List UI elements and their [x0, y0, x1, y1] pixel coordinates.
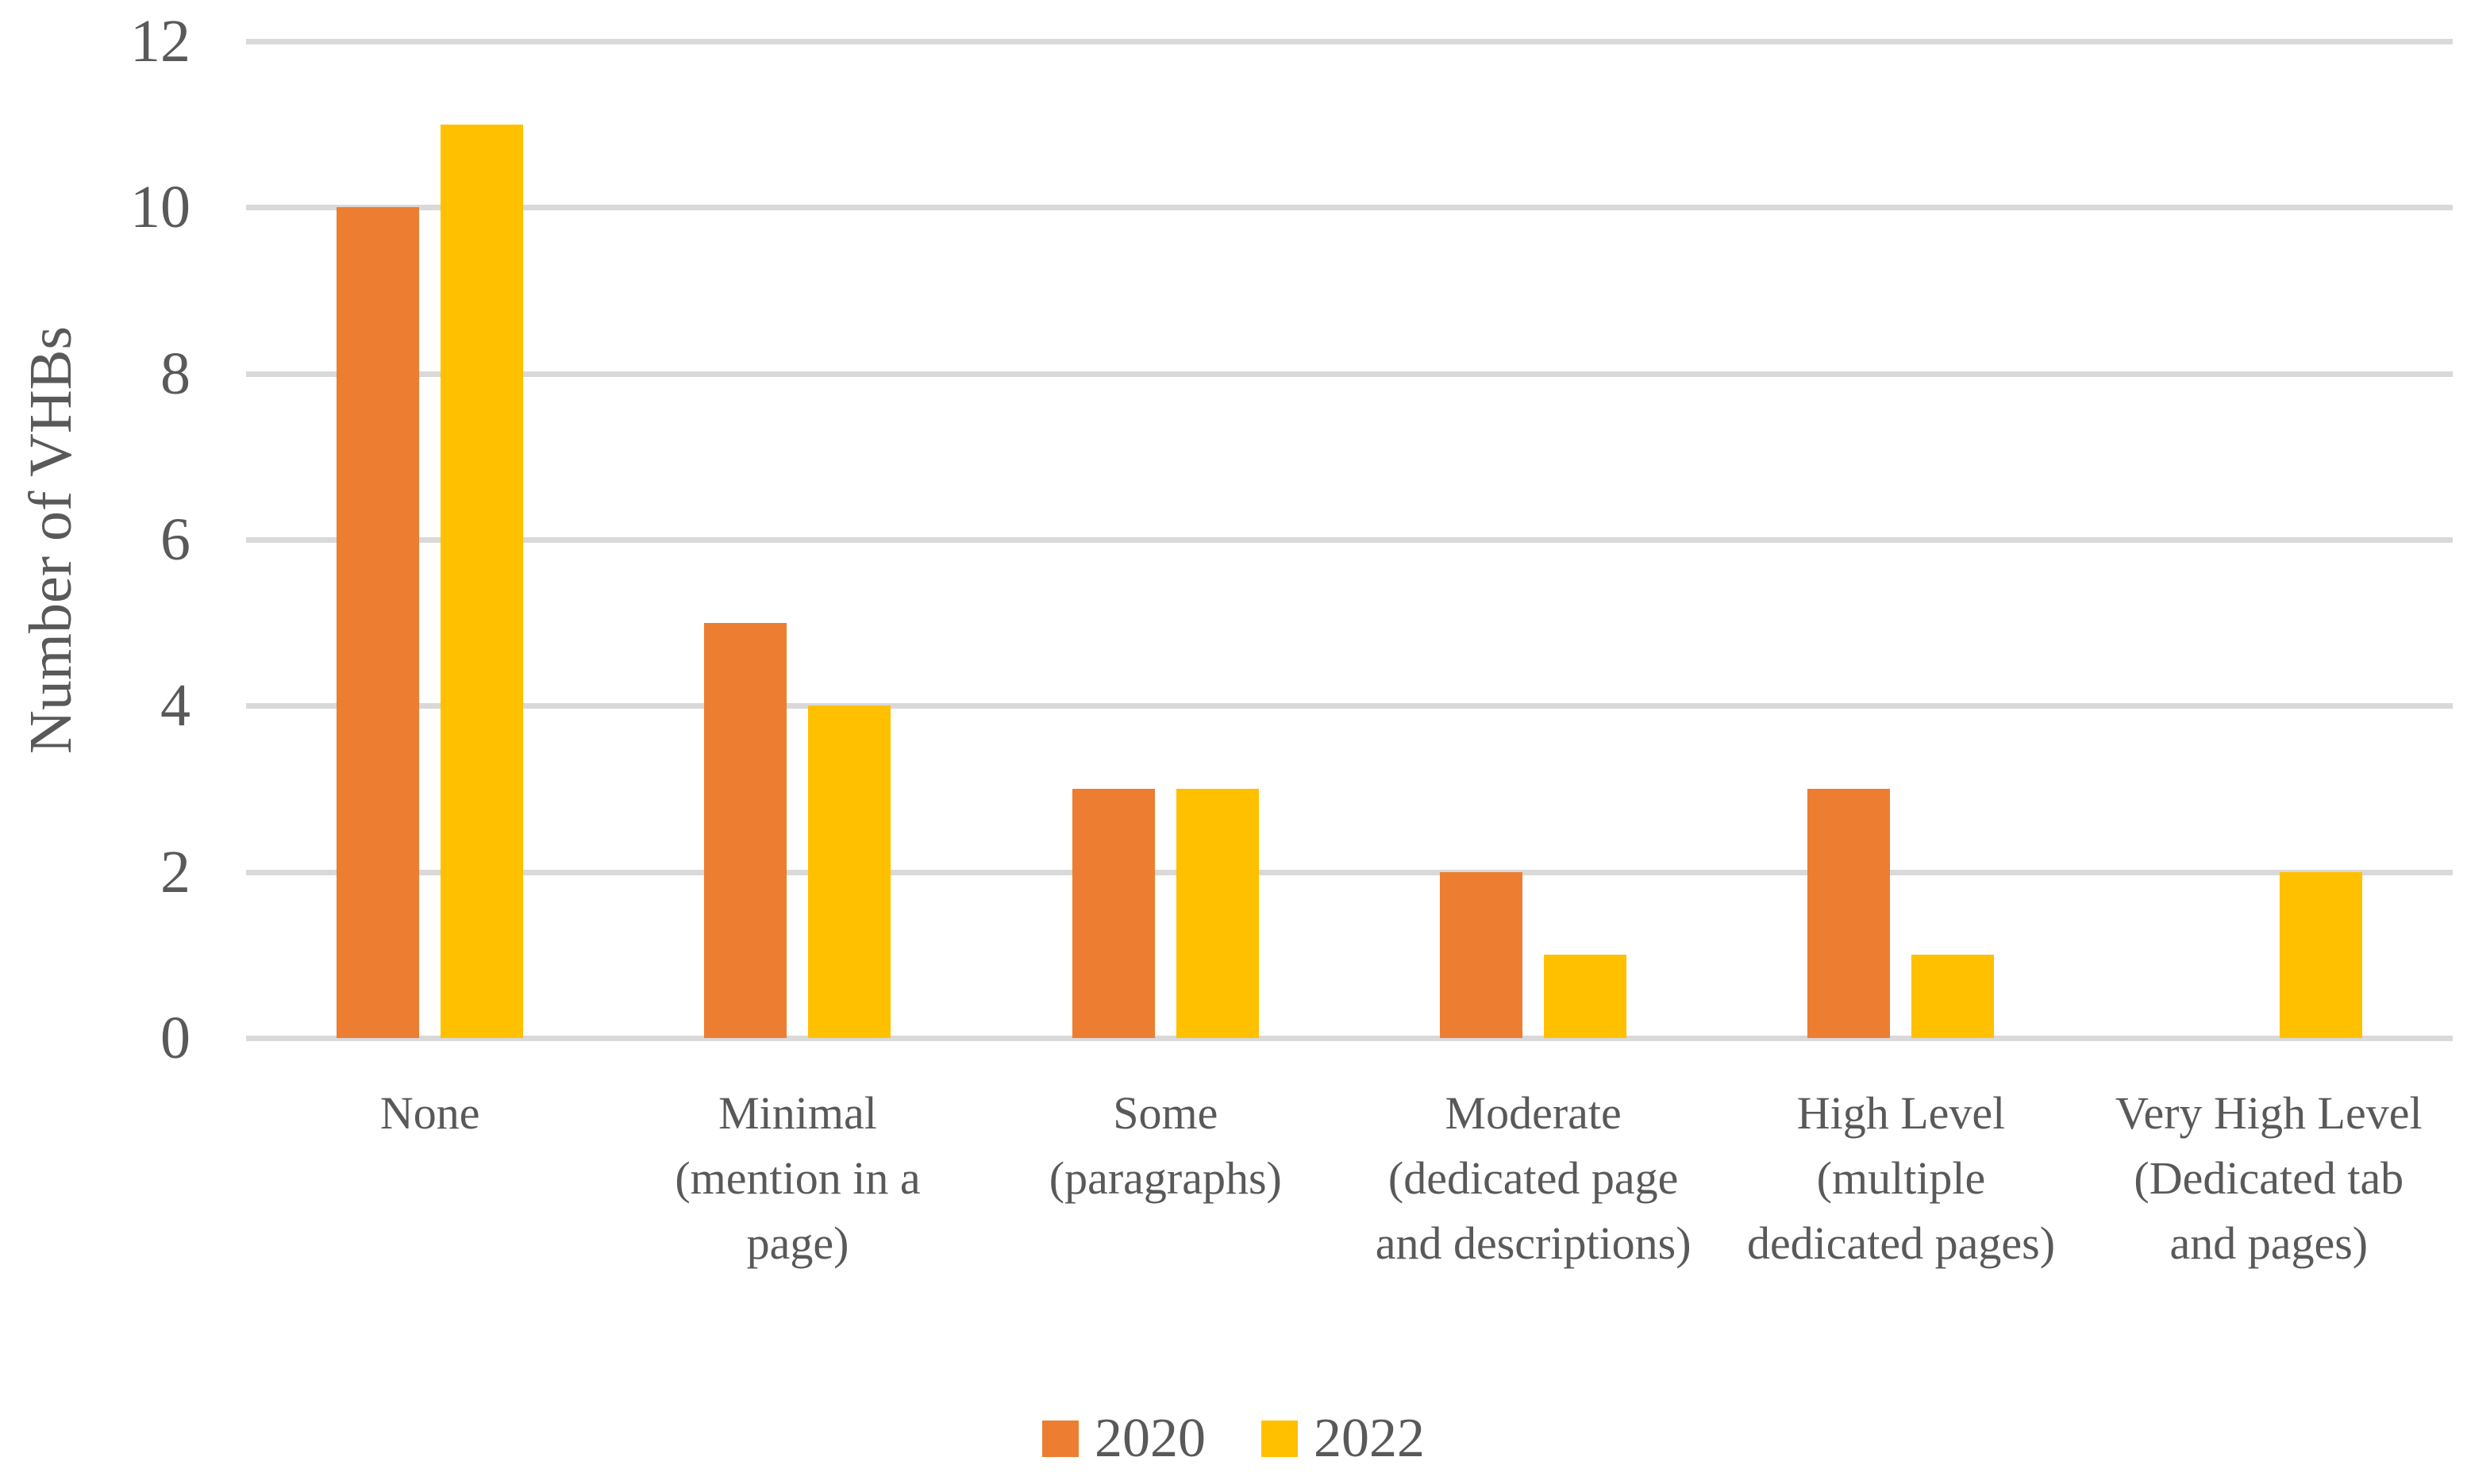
bar-2022-minimal-mention-in-a-page [808, 705, 891, 1038]
x-label-line: (paragraphs) [1049, 1152, 1282, 1204]
y-tick-label-4: 4 [160, 672, 191, 740]
gridline-12 [246, 39, 2453, 44]
legend: 2020 2022 [0, 1411, 2467, 1467]
x-label-moderate-dedicated-page-and-descriptions: Moderate (dedicated page and descriptions) [1349, 1081, 1717, 1276]
x-label-none: None [246, 1081, 614, 1276]
bar-2020-none [337, 207, 420, 1038]
x-label-line: (dedicated page [1387, 1152, 1679, 1204]
bar-group-very-high-level-dedicated-tab-and-pages [2085, 41, 2453, 1038]
x-label-line: (multiple [1816, 1152, 1986, 1204]
legend-swatch-2022 [1261, 1421, 1298, 1457]
bar-group-minimal-mention-in-a-page [614, 41, 981, 1038]
y-tick-label-0: 0 [160, 1005, 191, 1071]
y-tick-label-12: 12 [130, 8, 191, 75]
bar-2020-moderate-dedicated-page-and-descriptions [1440, 871, 1523, 1038]
x-label-line: and descriptions) [1375, 1217, 1691, 1269]
gridline-0 [246, 1036, 2453, 1041]
y-tick-label-6: 6 [160, 506, 191, 573]
x-label-very-high-level-dedicated-tab-and-pages: Very High Level (Dedicated tab and pages) [2085, 1081, 2453, 1276]
legend-item-2020: 2020 [1042, 1411, 1206, 1467]
y-tick-label-10: 10 [130, 174, 191, 241]
x-label-line: High Level [1796, 1087, 2006, 1139]
x-label-line: Some [1113, 1087, 1218, 1139]
legend-swatch-2020 [1042, 1421, 1079, 1457]
x-label-line: Very High Level [2115, 1087, 2423, 1139]
bar-group-some-paragraphs [982, 41, 1349, 1038]
bar-2022-high-level-multiple-dedicated-pages [1911, 955, 1995, 1038]
x-label-line: None [379, 1087, 480, 1139]
bar-group-moderate-dedicated-page-and-descriptions [1349, 41, 1717, 1038]
x-label-line: (Dedicated tab [2134, 1152, 2404, 1204]
bar-2022-none [441, 124, 524, 1038]
x-label-line: Minimal [718, 1087, 877, 1139]
x-label-line: (mention in a [675, 1152, 921, 1204]
y-tick-label-2: 2 [160, 838, 191, 905]
x-label-line: Moderate [1445, 1087, 1622, 1139]
gridline-6 [246, 537, 2453, 543]
bar-group-none [246, 41, 614, 1038]
x-label-high-level-multiple-dedicated-pages: High Level (multiple dedicated pages) [1717, 1081, 2084, 1276]
bar-groups [246, 41, 2453, 1038]
bar-2020-minimal-mention-in-a-page [704, 622, 787, 1038]
x-label-line: and pages) [2169, 1217, 2369, 1269]
gridline-8 [246, 371, 2453, 377]
bar-2020-some-paragraphs [1072, 789, 1155, 1038]
gridline-2 [246, 869, 2453, 875]
bar-group-high-level-multiple-dedicated-pages [1717, 41, 2084, 1038]
y-tick-label-8: 8 [160, 340, 191, 407]
gridline-4 [246, 703, 2453, 709]
gridline-10 [246, 205, 2453, 211]
x-label-line: dedicated pages) [1746, 1217, 2056, 1269]
bar-2022-some-paragraphs [1176, 789, 1259, 1038]
x-label-minimal-mention-in-a-page: Minimal (mention in a page) [614, 1081, 981, 1276]
bar-2022-moderate-dedicated-page-and-descriptions [1544, 955, 1627, 1038]
bar-2020-high-level-multiple-dedicated-pages [1807, 789, 1891, 1038]
x-axis-category-labels: None Minimal (mention in a page) Some (paragr… [246, 1081, 2453, 1276]
legend-label-2020: 2020 [1095, 1408, 1206, 1469]
x-label-line: page) [746, 1217, 849, 1269]
x-label-some-paragraphs: Some (paragraphs) [982, 1081, 1349, 1276]
plot-area [246, 39, 2453, 1041]
legend-item-2022: 2022 [1261, 1411, 1425, 1467]
legend-label-2022: 2022 [1314, 1408, 1425, 1469]
bar-2022-very-high-level-dedicated-tab-and-pages [2279, 871, 2362, 1038]
